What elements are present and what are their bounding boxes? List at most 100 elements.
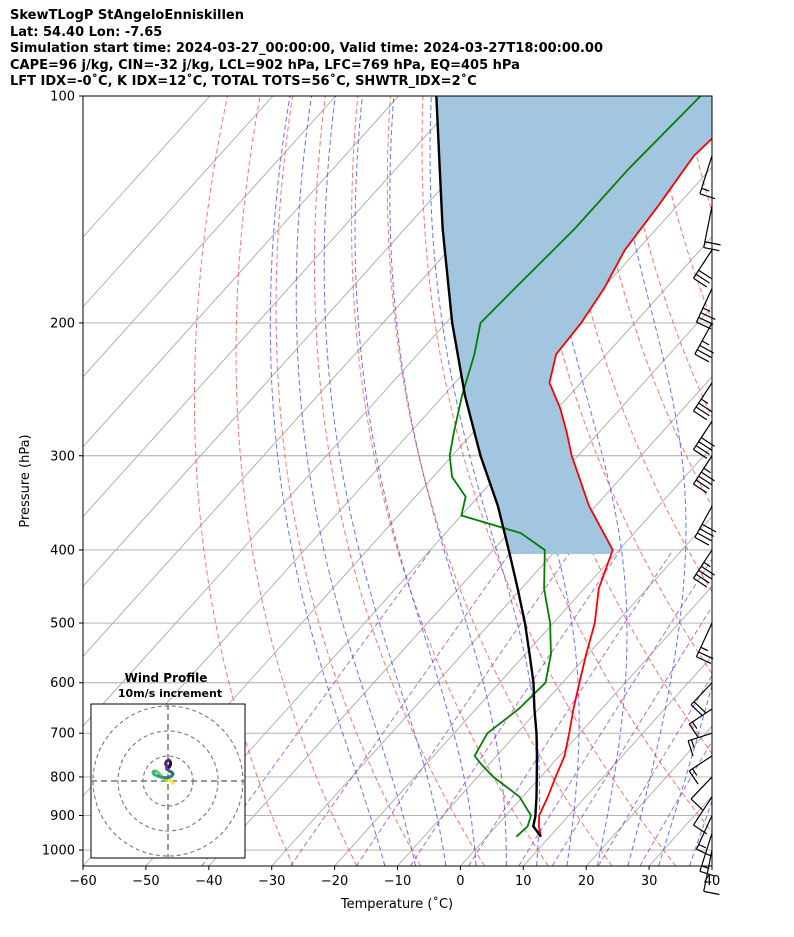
barb-flag (694, 536, 710, 546)
barb-staff (688, 755, 713, 772)
dry-adiabat-line (313, 96, 485, 866)
barb-half-flag (701, 187, 710, 192)
barb-flag (696, 656, 712, 664)
y-axis-label: Pressure (hPa) (18, 434, 33, 527)
barb-flag (703, 246, 720, 252)
wind-barb (695, 622, 714, 664)
barb-half-flag (691, 721, 698, 729)
barb-half-flag (702, 307, 711, 312)
barb-flag (698, 441, 713, 451)
dry-adiabat-line (749, 96, 794, 866)
barb-staff (687, 732, 713, 742)
isotherm-line (397, 515, 712, 866)
cape-shading (436, 96, 712, 555)
x-tick-label: −30 (258, 874, 285, 889)
isotherm-line (585, 725, 712, 866)
barb-flag (693, 449, 708, 459)
barb-staff (703, 206, 713, 248)
barb-flag (700, 437, 715, 447)
barb-half-flag (703, 561, 711, 568)
y-tick-label: 600 (50, 676, 75, 691)
dry-adiabat-line (386, 96, 613, 866)
wind-barbs (687, 155, 721, 896)
dry-adiabat-line (351, 96, 549, 866)
mixing-ratio-line (409, 549, 621, 866)
wind-barb (692, 796, 713, 835)
wind-barb (699, 833, 716, 877)
isotherm-line (83, 96, 337, 378)
barb-flag (695, 479, 710, 490)
y-tick-label: 1000 (42, 844, 75, 859)
barb-staff (692, 382, 713, 412)
barb-staff (699, 833, 713, 872)
barb-flag (695, 406, 710, 417)
hodograph-title: Wind Profile (125, 671, 208, 685)
barb-flag (695, 573, 710, 584)
moist-adiabat-line (658, 96, 712, 866)
dry-adiabat-line (235, 96, 358, 866)
index-parameters: LFT IDX=-0˚C, K IDX=12˚C, TOTAL TOTS=56˚… (10, 74, 477, 89)
x-tick-label: −20 (321, 874, 348, 889)
barb-half-flag (700, 398, 709, 404)
x-axis-label: Temperature (˚C) (340, 896, 453, 912)
barb-flag (699, 344, 714, 354)
mixing-ratio-line (518, 558, 712, 866)
barb-flag (698, 269, 713, 280)
y-tick-label: 100 (50, 90, 75, 105)
barb-flag (696, 321, 712, 330)
barb-staff (695, 622, 713, 657)
x-tick-label: −50 (132, 874, 159, 889)
barb-flag (699, 193, 716, 200)
moist-adiabat-line (295, 96, 416, 866)
barb-half-flag (691, 768, 698, 776)
mixing-ratio-line (598, 674, 712, 866)
moist-adiabat-line (751, 96, 794, 866)
barb-staff (699, 155, 713, 194)
wind-barb (692, 420, 715, 459)
x-tick-label: 0 (456, 874, 464, 889)
simulation-times: Simulation start time: 2024-03-27_00:00:… (10, 41, 603, 56)
barb-flag (693, 410, 708, 421)
wind-barb (694, 505, 717, 546)
isotherm-line (522, 655, 712, 866)
temperature-profile (538, 137, 712, 837)
mixing-ratio-line (290, 549, 513, 866)
barb-staff (690, 776, 713, 800)
barb-staff (694, 505, 713, 538)
barb-flag (687, 740, 694, 757)
x-tick-label: 10 (515, 874, 532, 889)
isotherm-line (83, 96, 462, 518)
barb-flag (690, 704, 704, 717)
y-tick-label: 800 (50, 770, 75, 785)
isotherm-line (460, 585, 712, 866)
mixing-ratio-line (551, 605, 712, 866)
hodograph-inset: Wind Profile 10m/s increment (90, 671, 246, 859)
x-tick-label: −10 (384, 874, 411, 889)
x-tick-label: 20 (578, 874, 595, 889)
isotherm-line (775, 96, 794, 866)
x-tick-label: −40 (195, 874, 222, 889)
station-location: Lat: 54.40 Lon: -7.65 (10, 24, 163, 40)
barb-flag (693, 701, 706, 714)
wind-barb (690, 776, 713, 811)
barb-half-flag (701, 865, 710, 869)
barb-half-flag (690, 739, 695, 748)
isotherm-line (711, 865, 712, 866)
barb-flag (700, 312, 716, 320)
barb-flag (688, 723, 699, 738)
barb-flag (693, 577, 708, 588)
axes: −60 −50 −40 −30 −20 −10 0 10 20 30 40 1000 900 800 700… (42, 90, 720, 890)
dry-adiabat-line (454, 96, 712, 833)
barb-flag (698, 475, 713, 486)
dry-adiabat-line (716, 96, 794, 866)
barb-flag (688, 770, 699, 785)
isotherm-line (648, 795, 712, 866)
barb-flag (698, 569, 713, 580)
y-tick-label: 900 (50, 809, 75, 824)
y-tick-label: 700 (50, 727, 75, 742)
barb-flag (693, 824, 708, 835)
dry-adiabat-line (193, 96, 294, 866)
wind-barb (692, 455, 715, 494)
wind-barb (695, 288, 716, 330)
barb-flag (704, 241, 721, 246)
